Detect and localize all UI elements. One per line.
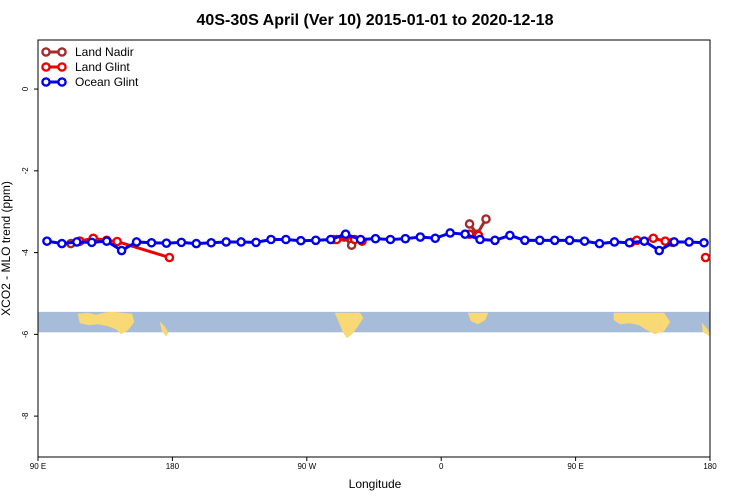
- data-point: [86, 237, 97, 248]
- data-point: [355, 234, 366, 245]
- data-point: [221, 237, 231, 247]
- data-point: [624, 237, 635, 248]
- data-point: [700, 252, 711, 263]
- plot-frame: [37, 39, 711, 458]
- legend-item: Land Nadir: [41, 45, 134, 59]
- land-shape: [159, 321, 169, 337]
- y-tick-label: -6: [21, 330, 30, 338]
- data-point: [251, 237, 261, 248]
- data-point: [296, 235, 306, 246]
- legend-marker: [41, 62, 51, 72]
- data-point: [549, 235, 560, 246]
- data-point: [57, 238, 67, 249]
- x-tick-label: 0: [439, 462, 444, 471]
- x-axis: 90 E 180 90 W 0 90 E 180: [30, 457, 717, 471]
- data-point: [415, 232, 426, 242]
- data-point: [164, 252, 175, 263]
- y-tick-label: 0: [21, 86, 30, 91]
- land-shape: [467, 312, 489, 325]
- data-point: [654, 245, 665, 256]
- data-point: [310, 235, 321, 246]
- data-point: [430, 233, 441, 244]
- y-tick-label: -2: [21, 167, 30, 175]
- x-tick-label: 90 W: [297, 462, 316, 471]
- legend-marker: [41, 77, 51, 87]
- x-axis-label: Longitude: [349, 477, 402, 491]
- data-point: [116, 245, 127, 256]
- data-point: [669, 237, 679, 247]
- chart-title: 40S-30S April (Ver 10) 2015-01-01 to 202…: [197, 12, 554, 29]
- data-point: [325, 234, 336, 245]
- x-tick-label: 180: [166, 462, 180, 471]
- legend-marker: [57, 77, 67, 87]
- legend-marker: [57, 62, 67, 72]
- data-point: [505, 230, 515, 241]
- data-point: [266, 234, 276, 245]
- data-point: [72, 237, 82, 247]
- data-point: [281, 234, 291, 245]
- data-point: [236, 237, 246, 247]
- legend-label: Land Glint: [75, 60, 130, 74]
- data-point: [699, 237, 709, 248]
- series-ocean-glint: [42, 228, 709, 256]
- land-shape: [613, 312, 671, 335]
- data-point: [660, 236, 671, 246]
- data-point: [445, 228, 455, 238]
- data-point: [490, 235, 500, 246]
- legend-label: Ocean Glint: [75, 75, 139, 89]
- legend-label: Land Nadir: [75, 45, 134, 59]
- data-point: [370, 233, 381, 244]
- data-point: [609, 237, 620, 247]
- data-point: [176, 237, 187, 248]
- x-tick-label: 90 E: [567, 462, 583, 471]
- data-point: [481, 214, 491, 224]
- data-point: [639, 236, 650, 246]
- data-point: [464, 219, 475, 229]
- x-tick-label: 180: [703, 462, 717, 471]
- data-point: [520, 235, 530, 246]
- data-point: [101, 236, 112, 246]
- map-band: [38, 311, 711, 339]
- land-shape: [77, 311, 135, 335]
- x-tick-label: 90 E: [30, 462, 46, 471]
- legend-item: Land Glint: [41, 60, 130, 74]
- data-point: [534, 235, 545, 246]
- legend-item: Ocean Glint: [41, 75, 139, 89]
- data-point: [564, 235, 575, 246]
- y-tick-label: -4: [21, 248, 30, 256]
- data-point: [475, 234, 485, 245]
- ocean-band: [38, 311, 710, 333]
- y-tick-label: -8: [21, 412, 30, 420]
- data-point: [131, 237, 142, 247]
- data-point: [400, 233, 411, 244]
- data-point: [340, 229, 351, 239]
- data-point: [385, 234, 396, 245]
- data-point: [594, 238, 605, 249]
- y-axis-label: XCO2 - MLO trend (ppm): [0, 181, 13, 316]
- data-point: [191, 238, 202, 249]
- data-point: [206, 237, 217, 248]
- data-point: [42, 236, 52, 246]
- data-point: [684, 237, 694, 247]
- data-point: [161, 238, 172, 248]
- data-point: [579, 236, 590, 246]
- data-point: [146, 237, 157, 248]
- legend-marker: [41, 47, 51, 57]
- data-point: [460, 229, 470, 239]
- series-layer: [42, 214, 711, 263]
- y-axis: 0 -2 -4 -6 -8: [21, 86, 38, 420]
- data-point: [112, 236, 122, 247]
- land-shape: [334, 312, 364, 339]
- data-point: [648, 233, 659, 244]
- legend-marker: [57, 47, 67, 57]
